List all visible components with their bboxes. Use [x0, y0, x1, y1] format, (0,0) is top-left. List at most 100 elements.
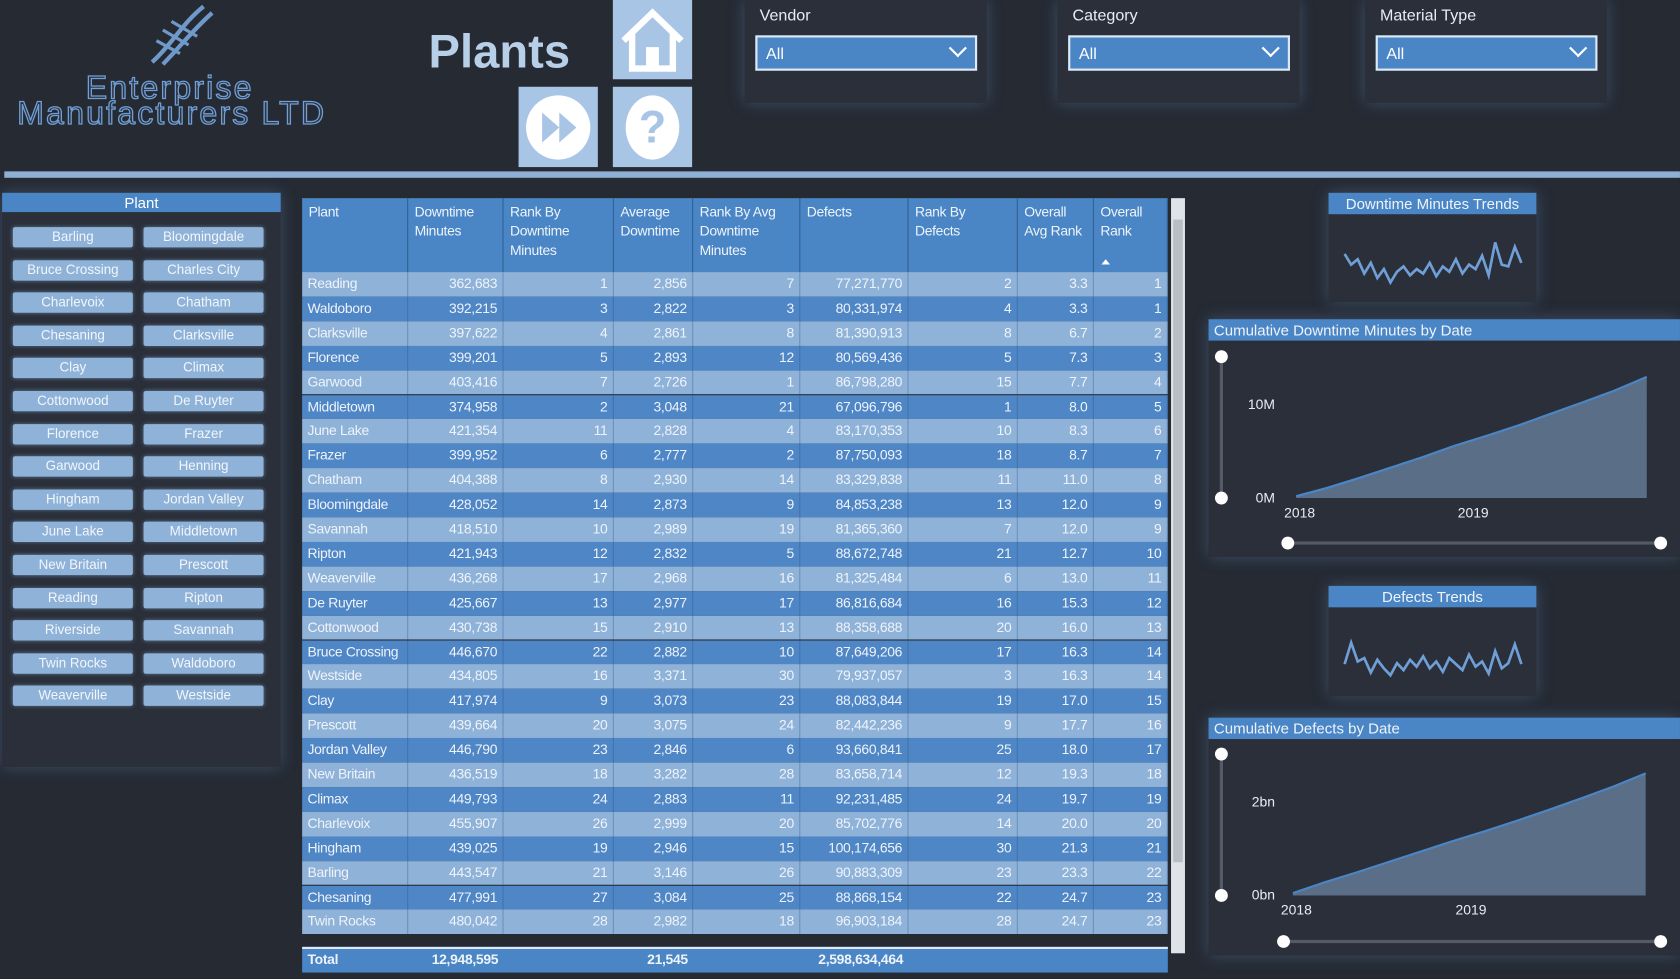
table-cell: 8: [693, 321, 801, 346]
table-cell: 16.3: [1018, 664, 1094, 690]
table-cell: 83,329,838: [800, 468, 909, 493]
table-cell: 18: [909, 443, 1018, 469]
table-cell: 25: [909, 738, 1018, 763]
slicer-item[interactable]: Bruce Crossing: [12, 259, 133, 281]
slicer-item[interactable]: Waldoboro: [143, 653, 264, 674]
table-cell: 3.3: [1018, 272, 1094, 297]
column-header[interactable]: Rank By Defects: [909, 198, 1018, 273]
slicer-item[interactable]: Riverside: [12, 620, 133, 641]
table-cell: 3: [1094, 345, 1168, 371]
table-cell: 4: [693, 419, 801, 444]
table-cell: 20: [1094, 811, 1168, 837]
table-row: [302, 811, 1168, 837]
column-header[interactable]: Overall Rank: [1094, 198, 1168, 273]
slicer-item[interactable]: Reading: [12, 587, 133, 608]
scroll-thumb[interactable]: [1173, 219, 1183, 863]
table-row: [302, 836, 1168, 861]
column-header[interactable]: Overall Avg Rank: [1018, 198, 1094, 273]
slicer-item[interactable]: Hingham: [12, 489, 133, 510]
table-cell: 19.7: [1018, 787, 1094, 812]
table-cell: 2,946: [614, 836, 694, 861]
logo-text: Manufacturers LTD: [17, 96, 327, 133]
table-cell: 88,868,154: [800, 885, 909, 910]
slicer-item[interactable]: June Lake: [12, 522, 133, 543]
slicer-item[interactable]: Charlevoix: [12, 292, 133, 313]
slicer-item[interactable]: Twin Rocks: [12, 653, 133, 674]
column-header[interactable]: Plant: [302, 198, 409, 273]
table-row: [302, 394, 1168, 420]
help-button[interactable]: ?: [612, 86, 693, 168]
table-cell: 425,667: [408, 590, 504, 616]
dropdown-value: All: [766, 44, 784, 64]
table-cell: 6: [1094, 419, 1168, 444]
slicer-item[interactable]: Jordan Valley: [143, 489, 264, 510]
slicer-item[interactable]: Westside: [143, 685, 264, 707]
table-cell: Ripton: [302, 541, 409, 567]
table-cell: Jordan Valley: [302, 738, 409, 763]
table-cell: 92,231,485: [800, 787, 909, 812]
slicer-item[interactable]: New Britain: [12, 554, 133, 576]
column-header[interactable]: Average Downtime: [614, 198, 694, 273]
slicer-item[interactable]: Charles City: [143, 259, 264, 281]
slicer-item[interactable]: Ripton: [143, 587, 264, 608]
slicer-item[interactable]: Chatham: [143, 292, 264, 313]
table-cell: 3,073: [614, 689, 694, 714]
slicer-item[interactable]: Bloomingdale: [143, 227, 264, 248]
slicer-item[interactable]: Clarksville: [143, 325, 264, 346]
table-cell: 392,215: [408, 296, 504, 322]
table-cell: 1: [1094, 296, 1168, 322]
home-button[interactable]: [612, 0, 693, 80]
slicer-item[interactable]: Barling: [12, 227, 133, 248]
table-cell: 19: [909, 689, 1018, 714]
slicer-item[interactable]: Florence: [12, 423, 133, 445]
table-cell: 3,371: [614, 664, 694, 690]
column-header[interactable]: Rank By Downtime Minutes: [504, 198, 614, 273]
filter-label: Vendor: [759, 6, 811, 25]
dropdown[interactable]: All: [755, 35, 978, 71]
table-cell: 2,989: [614, 517, 694, 542]
table-row: [302, 639, 1168, 665]
next-button[interactable]: [518, 86, 598, 168]
slicer-item[interactable]: Henning: [143, 456, 264, 477]
slicer-item[interactable]: Cottonwood: [12, 390, 133, 412]
table-cell: 79,937,057: [800, 664, 909, 690]
slicer-item[interactable]: Clay: [12, 358, 133, 379]
table-cell: 12.0: [1018, 517, 1094, 542]
page-title: Plants: [428, 25, 571, 79]
table-cell: 3: [909, 664, 1018, 690]
table-cell: 12.7: [1018, 541, 1094, 567]
table-cell: 16.0: [1018, 615, 1094, 640]
table-row: [302, 566, 1168, 591]
dropdown[interactable]: All: [1375, 35, 1598, 71]
slicer-item[interactable]: De Ruyter: [143, 390, 264, 412]
table-cell: 436,268: [408, 566, 504, 591]
table-cell: 3,084: [614, 885, 694, 910]
table-cell: 417,974: [408, 689, 504, 714]
slicer-item[interactable]: Climax: [143, 358, 264, 379]
table-cell: 83,658,714: [800, 762, 909, 788]
table-cell: 3: [504, 296, 614, 322]
column-header[interactable]: Rank By Avg Downtime Minutes: [693, 198, 801, 273]
table-cell: 5: [504, 345, 614, 371]
table-cell: 2,977: [614, 590, 694, 616]
divider: [4, 171, 1680, 178]
column-header[interactable]: Defects: [800, 198, 909, 273]
table-cell: 22: [504, 639, 614, 665]
column-header[interactable]: Downtime Minutes: [408, 198, 504, 273]
slicer-item[interactable]: Prescott: [143, 554, 264, 576]
slicer-item[interactable]: Frazer: [143, 423, 264, 445]
slicer-item[interactable]: Weaverville: [12, 685, 133, 707]
slicer-item[interactable]: Middletown: [143, 522, 264, 543]
slicer-item[interactable]: Chesaning: [12, 325, 133, 346]
table-cell: 4: [1094, 370, 1168, 395]
table-cell: 100,174,656: [800, 836, 909, 861]
table-cell: 7.3: [1018, 345, 1094, 371]
chart-title: Defects Trends: [1328, 585, 1537, 608]
dropdown-arrow: [948, 39, 967, 58]
slicer-item[interactable]: Garwood: [12, 456, 133, 477]
table-cell: 1: [504, 272, 614, 297]
dropdown[interactable]: All: [1068, 35, 1290, 71]
slicer-item[interactable]: Savannah: [143, 620, 264, 641]
table-cell: 455,907: [408, 811, 504, 837]
